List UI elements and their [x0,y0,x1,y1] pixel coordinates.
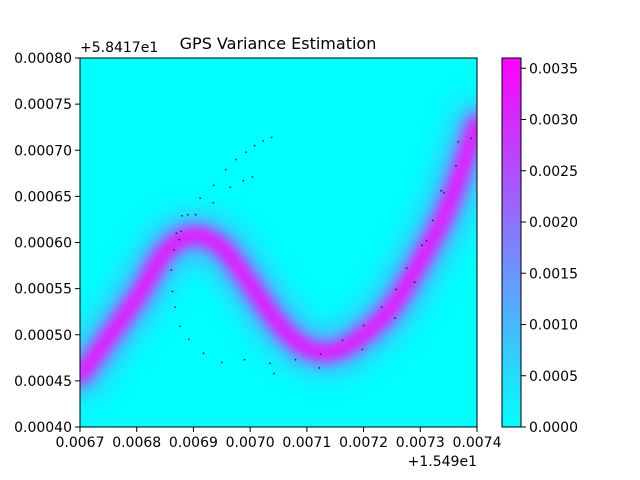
gps-point [380,306,383,308]
gps-point [202,352,205,355]
y-tick-label: 0.00045 [14,374,72,390]
gps-point [457,141,460,143]
heatmap-plot [79,57,478,428]
gps-points [170,136,473,375]
gps-point [361,348,364,351]
y-tick-label: 0.00050 [14,328,72,344]
chart-title: GPS Variance Estimation [180,34,377,53]
colorbar-tick-label: 0.0005 [529,369,578,385]
gps-point [178,325,181,328]
gps-point [269,362,271,365]
gps-point [405,267,408,270]
gps-point [212,184,215,187]
colorbar-gradient [501,57,522,428]
colorbar-tick-label: 0.0010 [529,318,578,334]
gps-point [180,230,182,233]
x-tick-label: 0.0069 [169,435,218,451]
colorbar-tick-label: 0.0020 [529,215,578,231]
gps-point [174,306,177,308]
gps-point [470,137,473,140]
gps-point [443,191,445,194]
gps-point [175,232,178,235]
gps-point [178,238,181,241]
y-axis: 0.00040 0.00045 0.00050 0.00055 0.00060 0.000… [14,51,80,436]
x-tick-label: 0.0068 [112,435,161,451]
gps-point [393,317,396,319]
gps-point [243,358,246,361]
x-tick-label: 0.0073 [396,435,445,451]
gps-point [455,165,457,167]
y-tick-label: 0.00060 [14,236,72,252]
gps-point [224,168,227,171]
gps-point [188,338,190,341]
gps-point [171,290,174,293]
gps-point [235,158,237,161]
gps-point [440,189,443,192]
y-tick-label: 0.00070 [14,143,72,159]
x-tick-label: 0.0070 [226,435,275,451]
gps-point [395,288,397,291]
gps-point [251,176,254,178]
gps-point [212,201,215,204]
colorbar: 0.0000 0.0005 0.0010 0.0015 0.0020 0.0025 0.00… [501,57,578,436]
colorbar-tick-label: 0.0035 [529,61,578,77]
gps-point [318,367,321,369]
gps-point [181,214,184,217]
y-tick-label: 0.00075 [14,97,72,113]
y-tick-label: 0.00040 [14,420,72,436]
gps-point [173,249,176,251]
colorbar-ticks: 0.0000 0.0005 0.0010 0.0015 0.0020 0.0025 0.00… [521,61,578,436]
gps-point [425,239,428,242]
gps-point [220,361,223,364]
x-tick-label: 0.0071 [282,435,331,451]
gps-point [431,219,434,222]
gps-point [341,339,344,342]
y-tick-label: 0.00055 [14,282,72,298]
gps-point [421,244,423,247]
gps-point [262,140,265,142]
gps-point [294,358,297,361]
y-tick-label: 0.00065 [14,189,72,205]
gps-point [186,213,189,216]
gps-point [242,179,245,182]
gps-point [413,281,416,284]
x-tick-label: 0.0072 [339,435,388,451]
gps-point [253,144,256,147]
variance-band [80,114,477,385]
gps-point [245,151,248,154]
gps-point [273,372,275,375]
gps-point [362,324,365,327]
y-tick-label: 0.00080 [14,51,72,67]
colorbar-tick-label: 0.0000 [529,420,578,436]
colorbar-tick-label: 0.0025 [529,164,578,180]
gps-point [319,353,322,355]
y-offset-label: +5.8417e1 [80,40,158,56]
gps-point [229,186,232,189]
x-tick-label: 0.0067 [56,435,105,451]
gps-point [170,269,173,272]
x-axis: 0.0067 0.0068 0.0069 0.0070 0.0071 0.0072 0.00… [56,427,502,451]
colorbar-tick-label: 0.0030 [529,113,578,129]
gps-point [194,213,197,216]
x-tick-label: 0.0074 [453,435,502,451]
gps-point [270,136,273,139]
gps-point [199,197,202,200]
colorbar-tick-label: 0.0015 [529,266,578,282]
x-offset-label: +1.549e1 [408,454,477,470]
